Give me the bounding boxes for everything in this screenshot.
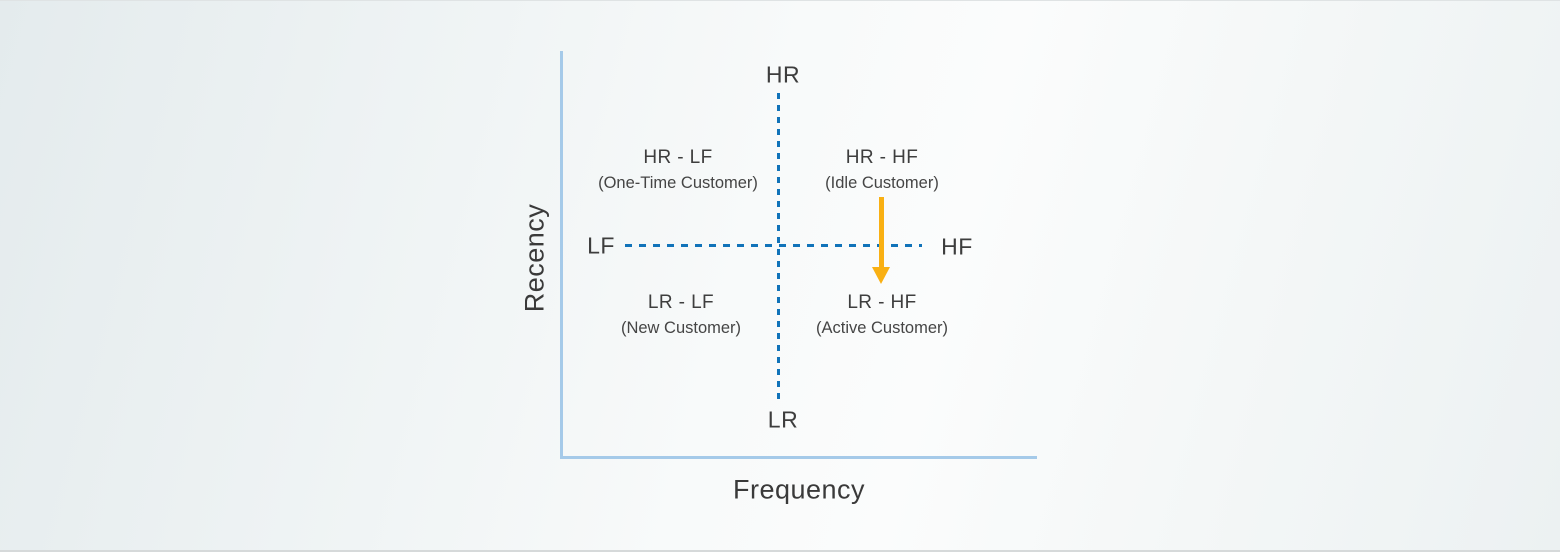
down-arrow-icon bbox=[872, 267, 890, 284]
quadrant-code: LR - LF bbox=[647, 292, 715, 313]
x-high-label: HF bbox=[941, 233, 973, 260]
quadrant-code: HR - LF bbox=[643, 147, 713, 168]
quadrant-name: (Idle Customer) bbox=[825, 174, 939, 192]
quadrant-name: (Active Customer) bbox=[815, 319, 949, 337]
horizontal-dashed-divider bbox=[625, 244, 922, 247]
quadrant-top-right: HR - HF (Idle Customer) bbox=[825, 145, 939, 197]
y-low-label: LR bbox=[767, 406, 799, 433]
x-low-label: LF bbox=[587, 232, 615, 259]
arrow-shaft bbox=[879, 197, 884, 269]
quadrant-code: HR - HF bbox=[845, 147, 919, 168]
x-axis-line bbox=[560, 456, 1037, 459]
quadrant-bottom-right: LR - HF (Active Customer) bbox=[816, 290, 948, 342]
quadrant-bottom-left: LR - LF (New Customer) bbox=[621, 290, 741, 342]
y-axis-title: Recency bbox=[519, 203, 550, 313]
quadrant-top-left: HR - LF (One-Time Customer) bbox=[598, 145, 758, 197]
quadrant-name: (New Customer) bbox=[620, 319, 742, 337]
y-high-label: HR bbox=[765, 61, 801, 88]
x-axis-title: Frequency bbox=[732, 474, 866, 505]
y-axis-line bbox=[560, 51, 563, 459]
quadrant-name: (One-Time Customer) bbox=[598, 174, 758, 192]
vertical-dashed-divider bbox=[777, 93, 780, 403]
quadrant-code: LR - HF bbox=[847, 292, 917, 313]
